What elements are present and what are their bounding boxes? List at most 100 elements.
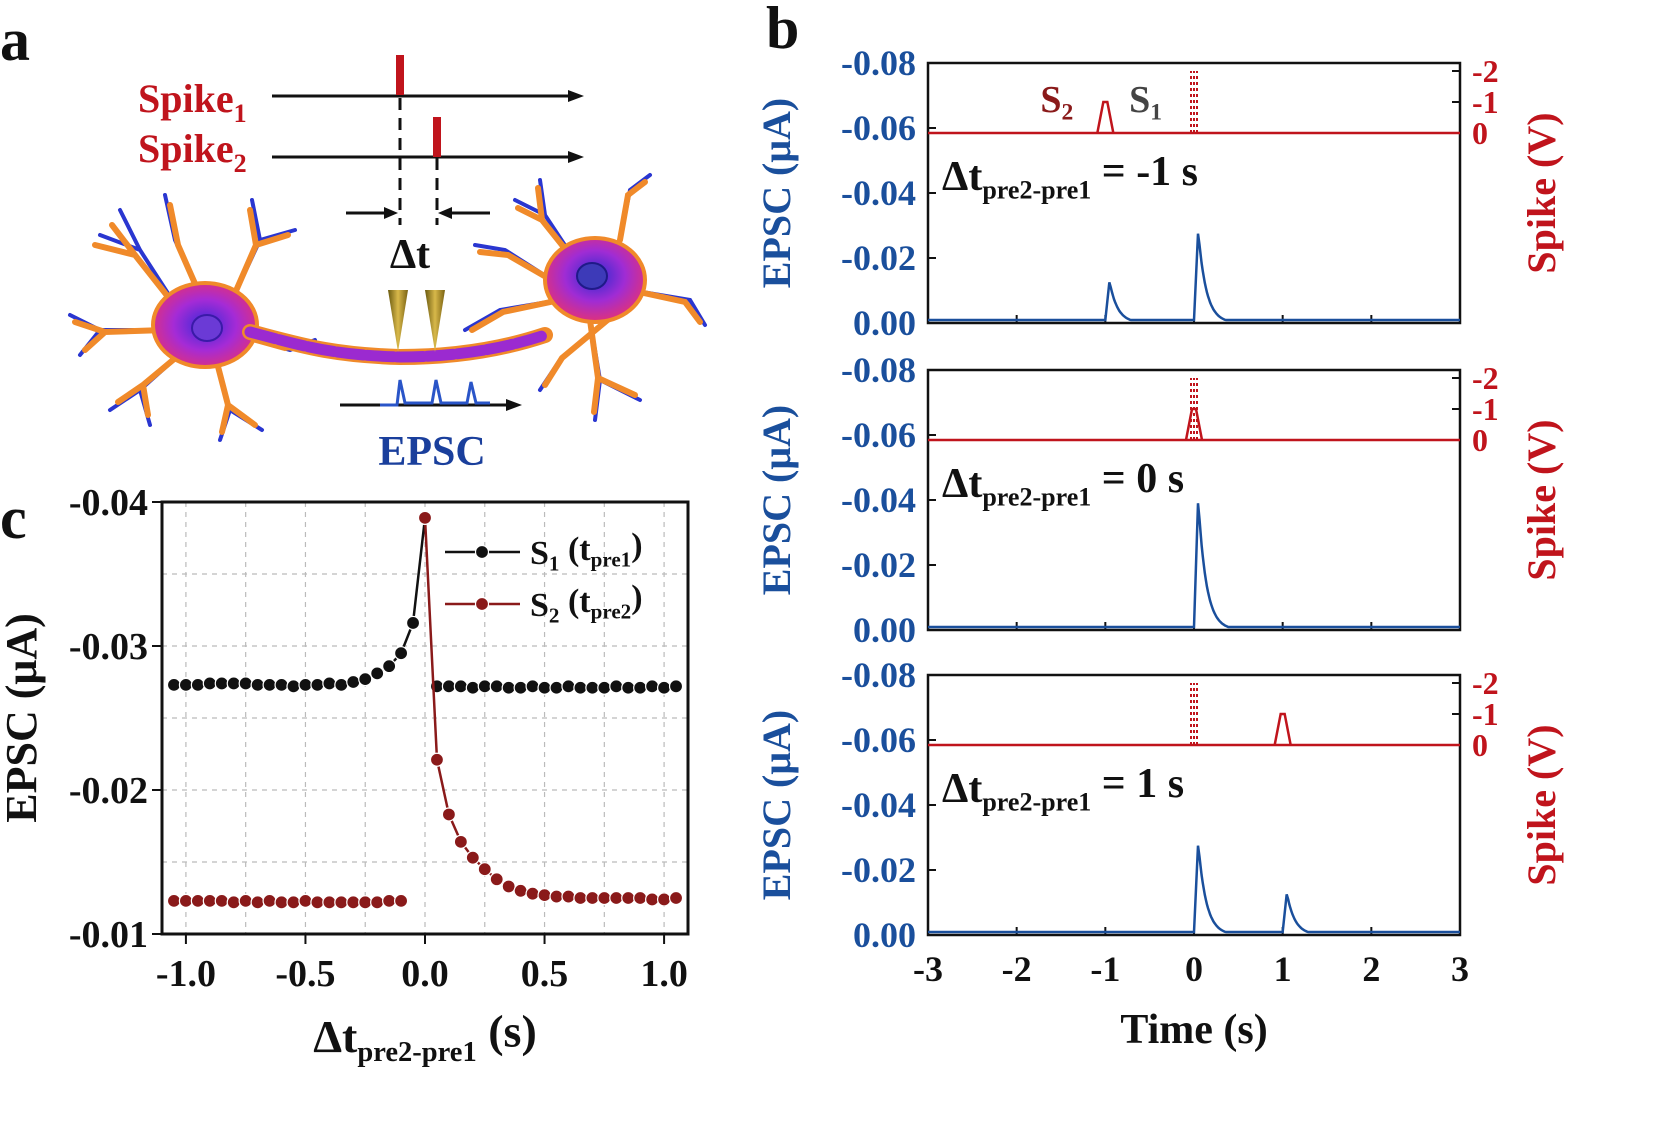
data-point	[202, 676, 217, 691]
legend-marker	[474, 596, 490, 612]
x-tick-label: -1	[1090, 949, 1120, 989]
epsc-vs-dt-plot: -1.0 -0.5 0.0 0.5 1.0 -0.04 -0.03 -0.02 -0.01 EPS…	[0, 482, 690, 1068]
data-point	[465, 850, 480, 865]
panel-label-c: c	[0, 485, 27, 551]
data-point	[561, 889, 576, 904]
data-point	[322, 676, 337, 691]
y2-tick-label: -2	[1472, 360, 1499, 396]
data-point	[190, 677, 205, 692]
dt-arrowhead-right	[438, 207, 452, 219]
x-tick-label: 0.5	[521, 953, 569, 995]
y-tick-label: -0.08	[841, 350, 916, 390]
electrode-1	[388, 290, 408, 352]
data-point	[441, 679, 457, 694]
delta-t-annotation: Δtpre2-pre1 = -1 s	[942, 149, 1198, 204]
panel-label-a: a	[0, 7, 30, 73]
data-point	[238, 893, 253, 908]
spike1-arrowhead	[568, 90, 584, 102]
data-point	[513, 680, 528, 695]
y-tick-label: -0.08	[841, 43, 916, 83]
data-point	[226, 676, 241, 691]
data-point	[214, 676, 229, 691]
spike-label-s2: S2	[1040, 79, 1073, 126]
data-point	[262, 677, 277, 692]
data-point	[190, 893, 205, 908]
y-tick-label: -0.06	[841, 415, 916, 455]
panel-label-b: b	[766, 0, 799, 61]
data-point	[358, 895, 373, 910]
epsc-schematic: EPSC	[340, 379, 522, 475]
electrode-2	[425, 290, 445, 352]
y-tick-label: -0.02	[841, 545, 916, 585]
data-point	[346, 895, 361, 910]
data-point	[298, 893, 313, 908]
y-axis-label: EPSC (μA)	[0, 613, 46, 823]
legend-label: S2 (tpre2)	[530, 579, 643, 627]
y-tick-label: -0.04	[841, 480, 916, 520]
data-point	[417, 510, 433, 525]
x-tick-label: 1	[1274, 949, 1292, 989]
data-point	[645, 892, 660, 907]
data-point	[573, 680, 588, 695]
data-point	[597, 680, 612, 695]
epsc-plot-b1: -0.08 -0.06 -0.04 -0.02 0.00 -2-10 EPSC (μA) Sp…	[754, 43, 1564, 343]
data-point	[477, 862, 492, 877]
y-tick-label: -0.02	[69, 770, 148, 812]
data-point	[501, 879, 516, 894]
y-axis-label: EPSC (μA)	[754, 98, 799, 288]
spike2-label: Spike2	[138, 126, 247, 178]
spike2-arrowhead	[568, 151, 584, 163]
data-point	[334, 677, 349, 692]
y-tick-label: -0.02	[841, 850, 916, 890]
axon	[242, 324, 553, 366]
y-tick-label: 0.00	[853, 915, 916, 955]
data-point	[429, 752, 445, 767]
data-point	[166, 893, 182, 908]
data-point	[549, 680, 564, 695]
y2-tick-label: -2	[1472, 665, 1499, 701]
x-axis-label: Δtpre2-pre1 (s)	[313, 1005, 537, 1068]
data-point	[453, 834, 468, 849]
epsc-arrowhead	[506, 399, 522, 411]
right-dendrites	[463, 173, 707, 422]
y-tick-label: -0.08	[841, 655, 916, 695]
y-tick-label: 0.00	[853, 303, 916, 343]
data-point	[597, 890, 612, 906]
data-point	[633, 680, 648, 695]
y-tick-label: -0.03	[69, 626, 148, 668]
y-tick-label: -0.06	[841, 108, 916, 148]
data-point	[310, 895, 325, 910]
y-tick-label: 0.00	[853, 610, 916, 650]
x-tick-label: 0	[1185, 949, 1203, 989]
data-point	[656, 680, 672, 695]
data-point	[214, 893, 229, 908]
y2-axis-label: Spike (V)	[1519, 112, 1564, 273]
data-point	[262, 893, 277, 908]
spike-pulse	[1273, 712, 1292, 746]
data-point	[441, 807, 457, 822]
y2-tick-label: -1	[1472, 391, 1499, 427]
data-point	[501, 680, 516, 695]
y2-axis-label: Spike (V)	[1519, 724, 1564, 885]
data-point	[477, 679, 492, 694]
data-point	[274, 677, 289, 692]
data-point	[465, 680, 480, 695]
x-axis-label: Time (s)	[1120, 1007, 1267, 1053]
data-point	[393, 646, 409, 661]
y2-tick-label: 0	[1472, 727, 1488, 763]
epsc-trace	[928, 233, 1460, 322]
data-point	[346, 674, 361, 690]
neuron-illustration	[68, 173, 707, 442]
data-point	[405, 615, 421, 631]
data-point	[382, 893, 397, 908]
epsc-plot-b3: -0.08-0.06-0.04-0.020.00-2-10-3 -2 -1 0 1 2 3E…	[754, 655, 1564, 1053]
x-tick-label: -0.5	[275, 953, 335, 995]
data-point	[178, 677, 194, 692]
data-point	[549, 889, 564, 904]
y2-axis-label: Spike (V)	[1519, 419, 1564, 580]
data-point	[274, 895, 289, 910]
y-tick-label: -0.02	[841, 238, 916, 278]
data-point	[525, 679, 540, 694]
data-point	[250, 677, 265, 692]
dt-marker: Δt	[346, 98, 490, 278]
